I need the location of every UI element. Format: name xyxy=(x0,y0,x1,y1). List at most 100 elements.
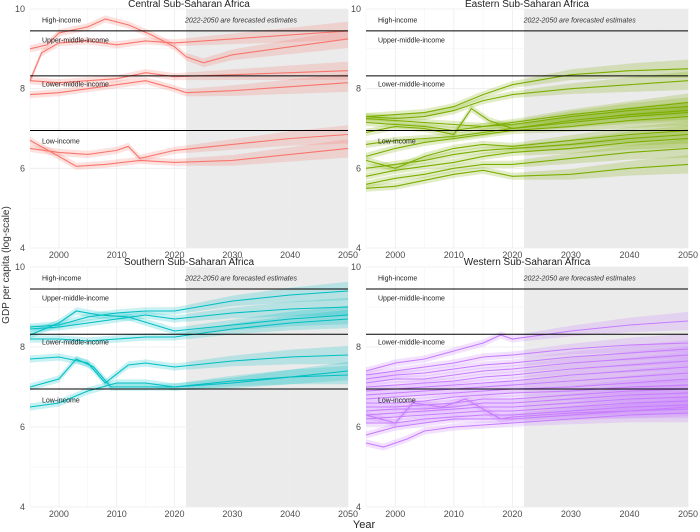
series-line xyxy=(365,137,689,177)
panel-4: Western Sub-Saharan Africa High-income Upp… xyxy=(351,257,698,519)
series-line xyxy=(366,388,689,408)
income-band-label: Low-income xyxy=(378,397,416,404)
uncertainty-band xyxy=(30,21,348,85)
series-line xyxy=(365,147,689,185)
x-tick-label: 2030 xyxy=(222,509,242,519)
uncertainty-band xyxy=(366,107,688,160)
x-tick-label: 2040 xyxy=(619,250,639,260)
x-tick-label: 2050 xyxy=(338,250,358,260)
income-band-label: Upper-middle-income xyxy=(378,38,445,45)
series-line xyxy=(30,318,349,342)
uncertainty-band xyxy=(30,15,348,68)
panel-title: Central Sub-Saharan Africa xyxy=(128,0,250,10)
x-tick-label: 2010 xyxy=(107,250,127,260)
x-tick-label: 2010 xyxy=(444,509,464,519)
series-line xyxy=(29,133,349,160)
income-band-label: Upper-middle-income xyxy=(42,296,109,303)
y-tick-label: 10 xyxy=(15,262,25,272)
series-line xyxy=(365,392,689,412)
forecast-note: 2022-2050 are forecasted estimates xyxy=(523,276,637,283)
uncertainty-band xyxy=(30,73,348,99)
x-tick-label: 2050 xyxy=(678,250,698,260)
series-line xyxy=(366,384,689,404)
income-band-label: Lower-middle-income xyxy=(42,340,109,347)
series-line xyxy=(365,116,689,157)
series-line xyxy=(365,80,689,120)
x-tick-label: 2020 xyxy=(165,509,185,519)
series-line xyxy=(365,163,689,189)
y-tick-label: 10 xyxy=(351,262,361,272)
income-band-label: High-income xyxy=(378,276,417,283)
series-line xyxy=(29,306,349,330)
uncertainty-band xyxy=(366,155,688,192)
series-line xyxy=(365,398,689,424)
y-tick-label: 4 xyxy=(20,243,25,253)
series-line xyxy=(365,348,689,380)
uncertainty-band xyxy=(366,93,688,131)
series-line xyxy=(365,129,689,169)
x-tick-label: 2020 xyxy=(502,509,522,519)
uncertainty-band xyxy=(366,333,688,379)
income-band-label: Low-income xyxy=(42,139,80,146)
y-axis-label: GDP per capita (log-scale) xyxy=(1,206,12,324)
x-axis-label: Year xyxy=(353,519,376,531)
panel-2: Eastern Sub-Saharan Africa High-income Upp… xyxy=(351,0,698,260)
income-band-label: Lower-middle-income xyxy=(378,81,445,88)
y-tick-label: 10 xyxy=(351,4,361,14)
series-line xyxy=(365,372,689,396)
y-tick-label: 4 xyxy=(356,243,361,253)
x-tick-label: 2050 xyxy=(678,509,698,519)
series-line xyxy=(365,360,689,388)
uncertainty-band xyxy=(30,309,348,345)
panel-title: Western Sub-Saharan Africa xyxy=(464,257,591,268)
panel-1: Central Sub-Saharan Africa High-income Upp… xyxy=(15,0,358,260)
income-band-label: Lower-middle-income xyxy=(42,81,109,88)
series-line xyxy=(365,342,689,376)
y-tick-label: 4 xyxy=(20,502,25,512)
x-tick-label: 2000 xyxy=(385,509,405,519)
series-line xyxy=(365,106,689,132)
uncertainty-band xyxy=(30,297,348,333)
income-band-label: Upper-middle-income xyxy=(42,38,109,45)
uncertainty-band xyxy=(366,395,688,427)
uncertainty-band xyxy=(366,403,688,451)
panel-3: Southern Sub-Saharan Africa High-income Up… xyxy=(15,257,358,519)
series-line xyxy=(29,370,349,408)
series-line xyxy=(29,290,349,328)
y-tick-label: 8 xyxy=(356,84,361,94)
uncertainty-band xyxy=(366,351,688,391)
series-line xyxy=(365,354,689,384)
series-line xyxy=(29,354,349,384)
income-band-label: Lower-middle-income xyxy=(378,340,445,347)
uncertainty-band xyxy=(366,59,688,121)
income-band-label: Upper-middle-income xyxy=(378,296,445,303)
y-tick-label: 8 xyxy=(20,342,25,352)
panel-grid: Central Sub-Saharan Africa High-income Upp… xyxy=(15,0,698,519)
series-line xyxy=(365,400,689,420)
panel-title: Southern Sub-Saharan Africa xyxy=(124,257,255,268)
uncertainty-band xyxy=(366,375,688,407)
series-line xyxy=(365,320,689,372)
series-line xyxy=(29,70,349,84)
series-line xyxy=(29,80,349,96)
uncertainty-band xyxy=(30,125,348,162)
series-line xyxy=(29,139,349,167)
forecast-note: 2022-2050 are forecasted estimates xyxy=(184,276,298,283)
x-tick-label: 2010 xyxy=(444,250,464,260)
uncertainty-band xyxy=(30,355,348,391)
x-tick-label: 2030 xyxy=(561,250,581,260)
x-tick-label: 2040 xyxy=(280,250,300,260)
forecast-note: 2022-2050 are forecasted estimates xyxy=(184,18,298,25)
series-line xyxy=(29,30,349,81)
uncertainty-band xyxy=(366,129,688,180)
y-tick-label: 6 xyxy=(356,163,361,173)
uncertainty-band xyxy=(366,383,688,415)
series-line xyxy=(365,412,689,448)
series-line xyxy=(365,107,689,136)
x-tick-label: 2000 xyxy=(49,250,69,260)
income-band-label: High-income xyxy=(42,276,81,283)
uncertainty-band xyxy=(366,139,688,188)
y-tick-label: 10 xyxy=(15,4,25,14)
x-tick-label: 2040 xyxy=(619,509,639,519)
